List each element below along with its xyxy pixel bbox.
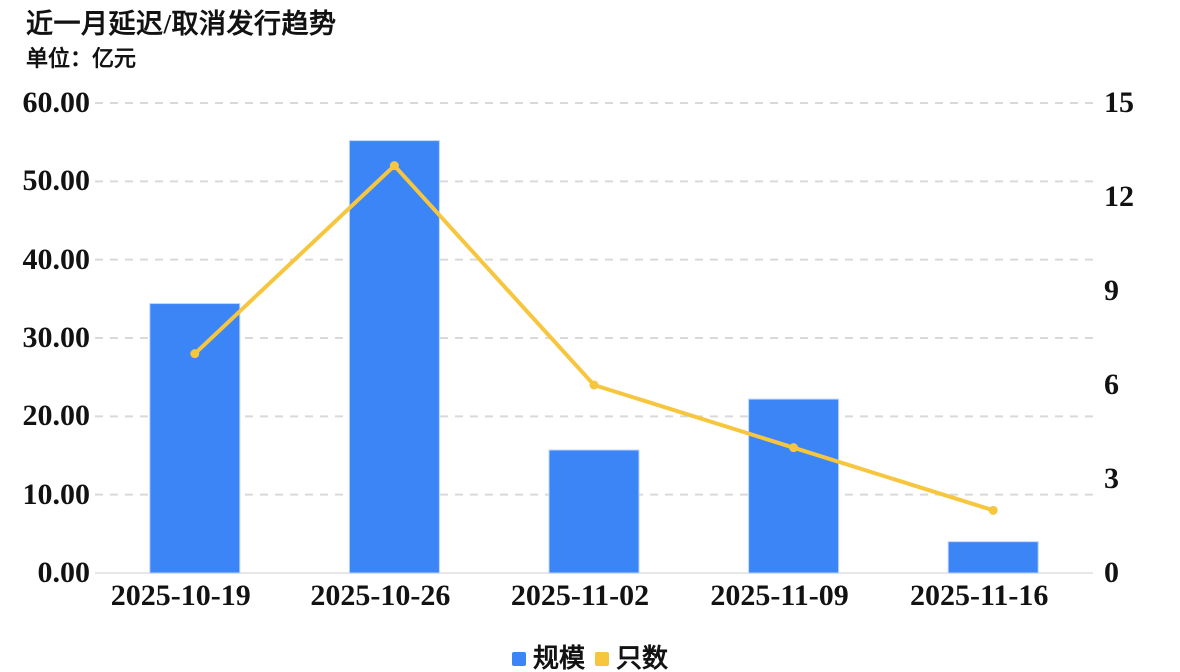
legend-label: 只数 — [616, 644, 669, 672]
legend: 规模 只数 — [0, 638, 1180, 672]
y-right-tick-label: 6 — [1104, 368, 1119, 401]
legend-label: 规模 — [532, 644, 585, 672]
legend-swatch — [595, 651, 609, 666]
bar-2025-11-02 — [548, 449, 640, 574]
legend-swatch — [511, 651, 526, 666]
y-right-tick-label: 3 — [1104, 462, 1119, 495]
chart-title: 近一月延迟/取消发行趋势 — [26, 9, 337, 39]
y-right-tick-label: 0 — [1104, 556, 1119, 589]
line-point-2025-11-09 — [789, 443, 799, 453]
x-axis-label: 2025-11-16 — [910, 579, 1049, 612]
line-point-2025-10-26 — [389, 161, 399, 171]
x-axis-label: 2025-10-26 — [310, 579, 451, 612]
y-left-tick-label: 60.00 — [22, 86, 91, 119]
x-axis-label: 2025-11-09 — [710, 579, 849, 612]
y-left-tick-label: 40.00 — [22, 242, 91, 276]
bar-2025-11-09 — [748, 398, 840, 574]
y-right-tick-label: 15 — [1104, 86, 1134, 119]
y-left-tick-label: 0.00 — [37, 556, 91, 589]
legend-item-规模[interactable]: 规模 — [511, 638, 585, 672]
axis-unit-label: 单位：亿元 — [26, 46, 137, 71]
y-right-tick-label: 9 — [1104, 274, 1119, 307]
x-axis-label: 2025-10-19 — [110, 579, 251, 612]
y-left-tick-label: 30.00 — [22, 321, 91, 354]
line-point-2025-10-19 — [190, 349, 200, 359]
line-point-2025-11-16 — [988, 505, 998, 515]
bar-2025-10-26 — [348, 140, 440, 574]
x-axis-label: 2025-11-02 — [510, 579, 650, 612]
bar-2025-11-16 — [947, 541, 1039, 574]
y-left-tick-label: 20.00 — [22, 399, 91, 433]
y-left-tick-label: 10.00 — [22, 477, 91, 511]
legend-item-只数[interactable]: 只数 — [595, 638, 668, 672]
y-right-tick-label: 12 — [1104, 180, 1134, 213]
line-point-2025-11-02 — [589, 380, 599, 390]
y-left-tick-label: 50.00 — [22, 164, 91, 198]
bar-2025-10-19 — [149, 303, 241, 574]
